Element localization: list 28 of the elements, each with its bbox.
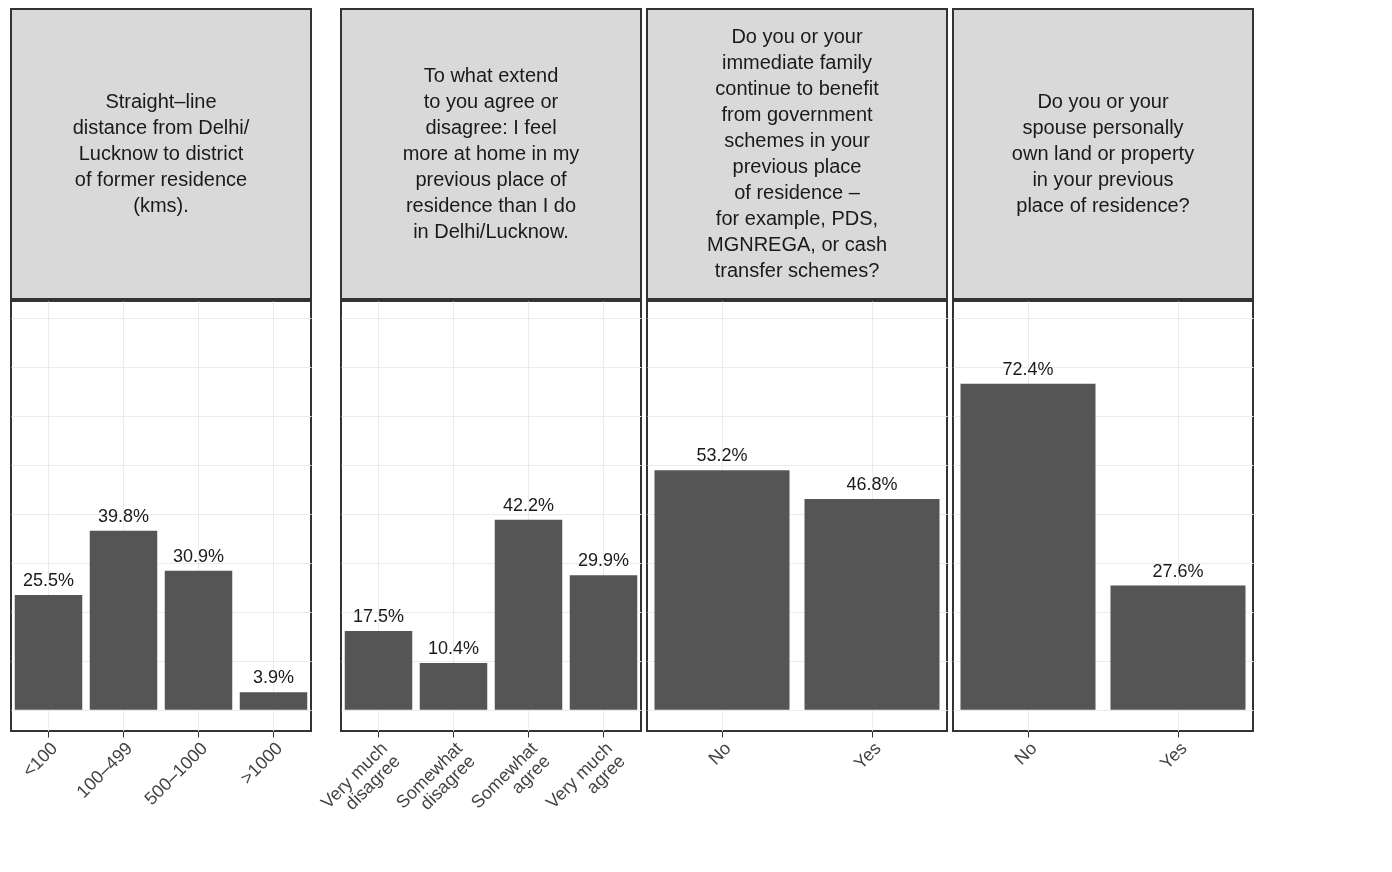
data-label: 39.8%	[97, 505, 150, 526]
x-tick-label: Yes	[1155, 738, 1191, 773]
data-label: 27.6%	[1152, 560, 1204, 581]
chart-title: To what extend to you agree or disagree: I feel more at home in my previous place of residence than I do in Delhi/Lucknow.	[402, 64, 580, 242]
data-label: 10.4%	[427, 638, 480, 659]
x-tick-label: No	[704, 738, 735, 769]
data-label: 46.8%	[846, 474, 898, 495]
bar	[494, 519, 563, 710]
bar	[344, 631, 413, 710]
data-label: 53.2%	[696, 445, 748, 466]
x-tick-label: No	[1010, 738, 1041, 769]
data-label: 17.5%	[352, 606, 405, 627]
data-label: 3.9%	[252, 667, 295, 688]
chart-title: Straight–line distance from Delhi/ Lucknow to district of former residence (kms).	[72, 90, 250, 216]
chart-title: Do you or your spouse personally own land or property in your previous place of residence?	[1011, 90, 1195, 216]
bar	[239, 692, 308, 710]
data-label: 72.4%	[1002, 358, 1054, 379]
x-tick-label: Yes	[849, 738, 885, 773]
chart-title: Do you or your immediate family continue to benefit from government schemes in your previous place of residence – for example, PDS, MGNREGA, or cash transfer schemes?	[706, 25, 888, 281]
bar	[14, 595, 83, 710]
bar	[569, 575, 638, 710]
bar	[89, 530, 158, 710]
data-label: 42.2%	[502, 494, 555, 515]
bar	[164, 570, 233, 710]
data-label: 25.5%	[22, 570, 75, 591]
data-label: 29.9%	[577, 550, 630, 571]
data-label: 30.9%	[172, 545, 225, 566]
bar	[419, 663, 488, 710]
